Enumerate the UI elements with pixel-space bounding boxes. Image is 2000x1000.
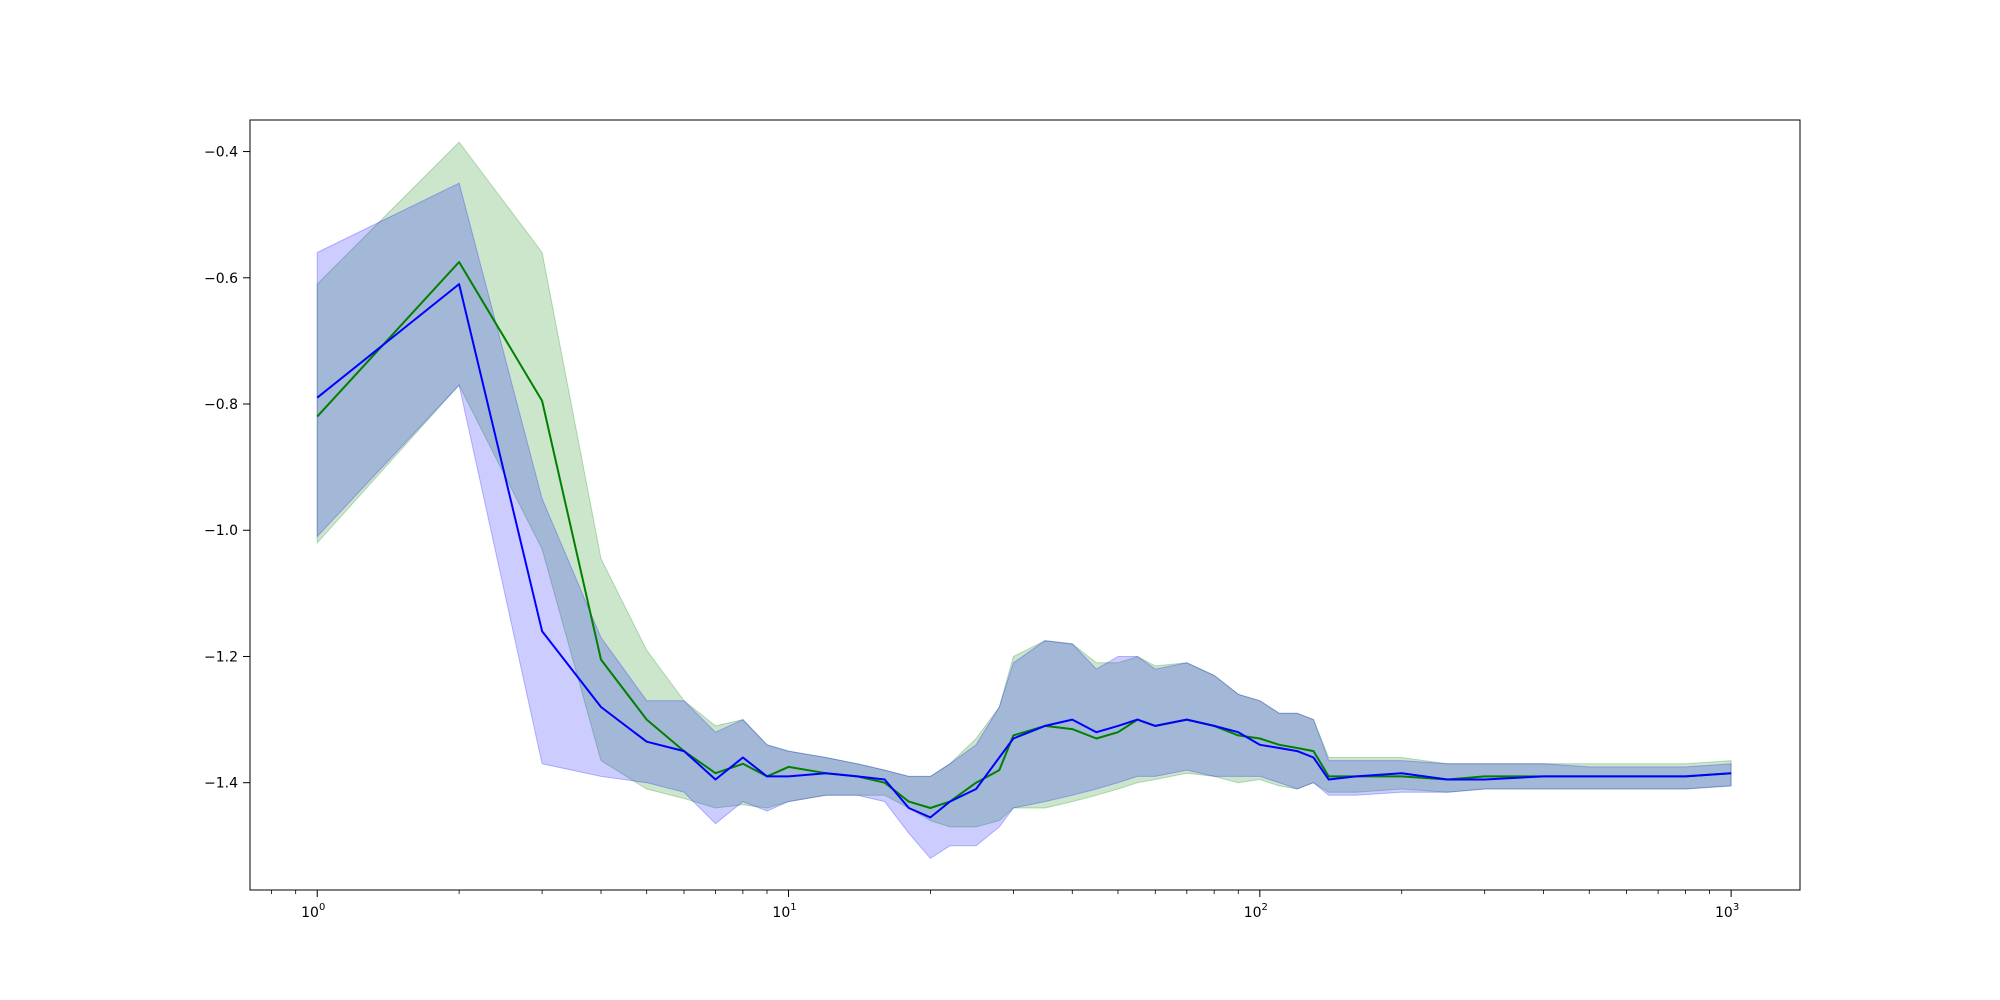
y-tick-label: −1.2 <box>204 649 238 665</box>
x-tick-label: 103 <box>1715 902 1739 921</box>
y-tick-label: −0.6 <box>204 271 238 287</box>
y-tick-label: −1.4 <box>204 776 238 792</box>
y-axis: −0.4 −0.6 −0.8 −1.0 −1.2 −1.4 <box>204 145 250 792</box>
plot-frame <box>250 120 1800 890</box>
x-tick-label: 102 <box>1244 902 1268 921</box>
band-series-2 <box>316 182 1732 860</box>
series-lines <box>316 261 1732 819</box>
plot-area <box>249 119 1801 891</box>
y-tick-label: −1.0 <box>204 523 238 539</box>
x-tick-label: 100 <box>301 902 325 921</box>
y-tick-label: −0.4 <box>204 145 238 161</box>
y-tick-label: −0.8 <box>204 397 238 413</box>
x-axis: 100 101 102 103 <box>271 890 1739 921</box>
x-tick-label: 101 <box>772 902 796 921</box>
plot-border <box>249 119 1801 891</box>
line-series-2 <box>316 283 1732 819</box>
